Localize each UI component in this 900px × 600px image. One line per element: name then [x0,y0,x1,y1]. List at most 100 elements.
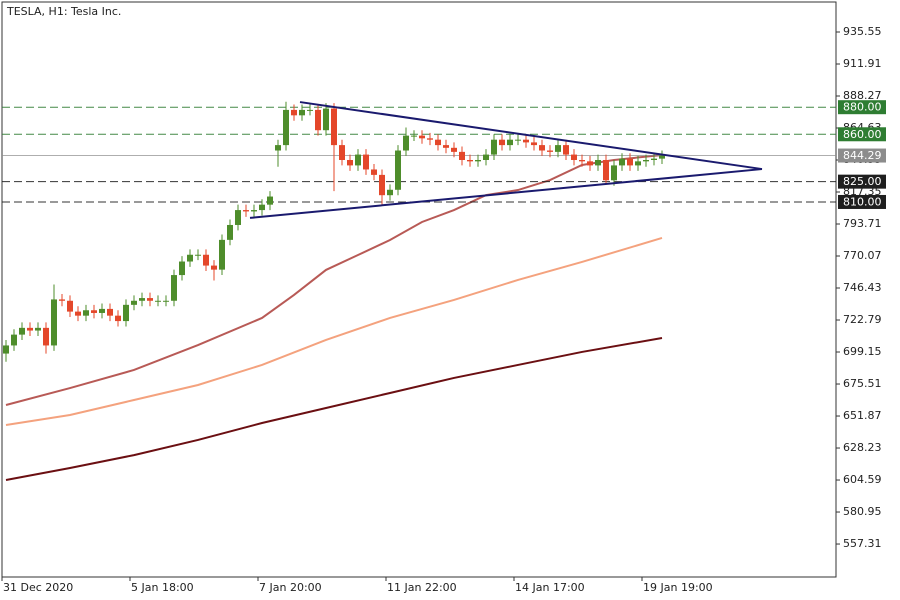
candle-body [659,155,665,159]
candle-body [75,311,81,316]
x-tick-label: 11 Jan 22:00 [387,581,457,594]
moving-average [5,153,663,406]
candle-body [179,261,185,276]
candle-body [371,169,377,175]
candle-body [491,139,497,155]
candle-body [331,108,337,146]
level-label: 844.29 [843,149,882,162]
y-tick-label: 699.15 [843,345,882,358]
candle-body [11,334,17,346]
candle-body [387,189,393,196]
candle-body [275,145,281,151]
candle-body [459,151,465,160]
y-tick-label: 675.51 [843,377,882,390]
candle-body [27,327,33,331]
candle-body [579,159,585,162]
candle-body [307,109,313,111]
candle-body [523,139,529,143]
candle-body [555,145,561,152]
y-tick-label: 746.43 [843,281,882,294]
candle-body [347,159,353,166]
candle-body [643,159,649,162]
y-tick-label: 580.95 [843,505,882,518]
level-label-box [838,174,886,189]
y-tick-label: 770.07 [843,249,882,262]
candle-body [267,196,273,205]
candle-body [531,142,537,146]
candle-body [403,135,409,151]
x-tick-label: 19 Jan 19:00 [643,581,713,594]
candle-body [443,145,449,148]
candle-body [427,138,433,140]
candle-body [3,345,9,354]
candle-body [283,109,289,146]
candle-body [379,174,385,196]
candle-body [99,308,105,313]
candle-body [483,154,489,160]
y-tick-label: 935.55 [843,25,882,38]
candle-body [195,254,201,256]
trendline [299,101,763,171]
candle-body [83,310,89,316]
y-tick-label: 793.71 [843,217,882,230]
x-tick-label: 7 Jan 20:00 [259,581,322,594]
candle-body [235,210,241,225]
candle-body [515,139,521,141]
moving-average [5,337,663,481]
level-label: 860.00 [843,128,882,141]
candle-body [243,210,249,212]
level-label: 825.00 [843,175,882,188]
candle-body [539,145,545,151]
candle-body [355,154,361,166]
trendline [249,168,763,219]
y-tick-label: 722.79 [843,313,882,326]
candle-body [339,145,345,160]
candle-body [91,310,97,313]
y-tick-label: 651.87 [843,409,882,422]
y-tick-label: 604.59 [843,473,882,486]
candle-body [35,327,41,331]
candle-body [611,165,617,181]
candle-body [291,109,297,116]
y-tick-label: 557.31 [843,537,882,550]
candle-body [499,139,505,146]
candle-body [547,150,553,152]
candle-body [227,224,233,240]
candle-body [475,159,481,162]
x-tick-label: 31 Dec 2020 [3,581,73,594]
candle-body [323,108,329,131]
y-tick-label: 628.23 [843,441,882,454]
level-label-box [838,148,886,163]
candle-body [155,300,161,302]
candle-body [139,298,145,301]
candle-body [59,299,65,301]
candle-body [219,239,225,270]
candle-body [651,158,657,160]
candle-body [451,147,457,152]
plot-frame [1,1,837,578]
candle-body [363,154,369,170]
candle-body [411,135,417,137]
chart-title: TESLA, H1: Tesla Inc. [6,5,121,18]
candle-body [587,161,593,166]
candle-body [603,159,609,181]
y-tick-label: 888.27 [843,89,882,102]
y-tick-label: 911.91 [843,57,882,70]
level-label: 810.00 [843,195,882,208]
candle-body [571,154,577,160]
candle-body [435,139,441,146]
x-tick-label: 5 Jan 18:00 [131,581,194,594]
candle-body [619,158,625,166]
candle-body [147,298,153,301]
candle-body [627,158,633,166]
candle-body [67,300,73,312]
level-label-box [838,194,886,209]
candle-body [187,254,193,262]
moving-average [5,237,663,427]
candle-body [115,315,121,322]
x-tick-label: 14 Jan 17:00 [515,581,585,594]
candle-body [395,150,401,190]
candle-body [635,161,641,166]
candle-body [467,159,473,162]
